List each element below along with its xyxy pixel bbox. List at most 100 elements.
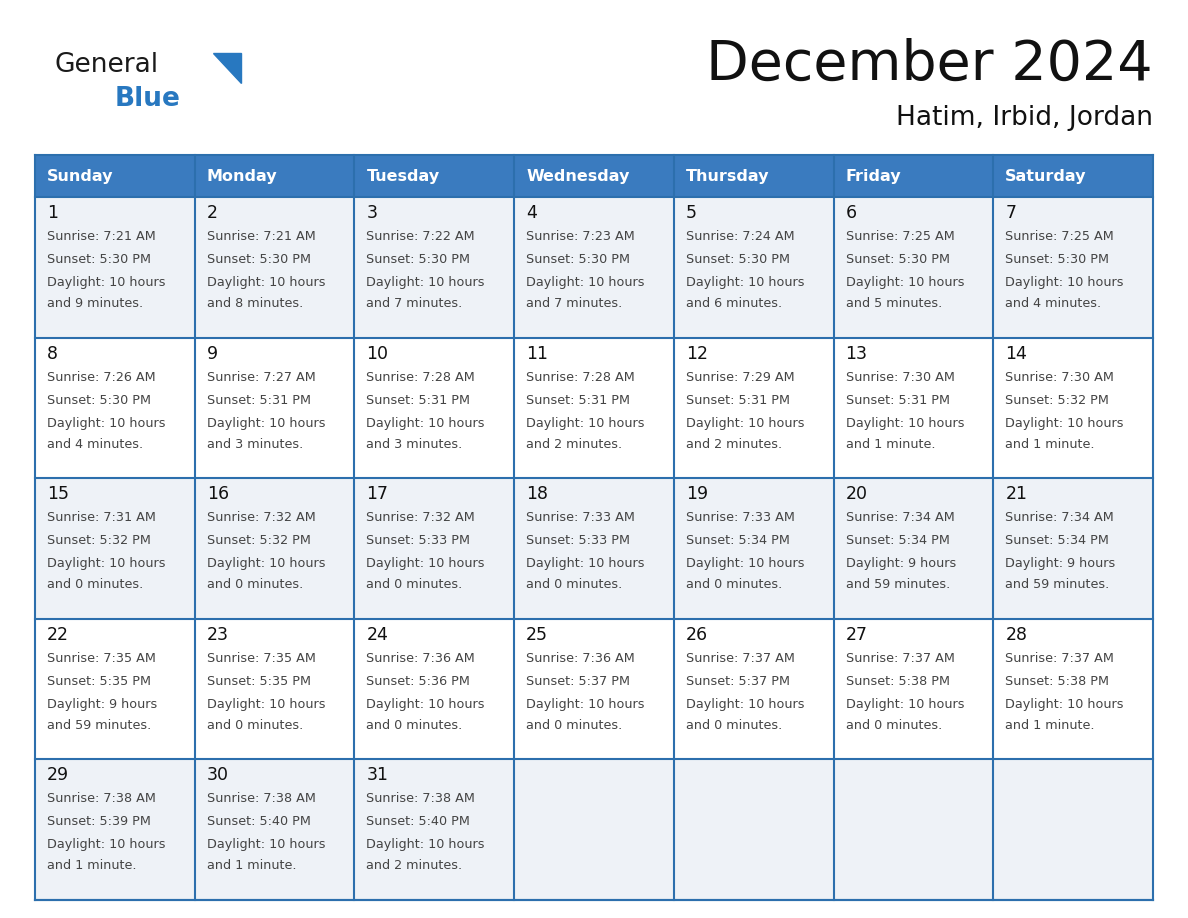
Bar (834, 478, 993, 619)
Text: Sunset: 5:30 PM: Sunset: 5:30 PM (48, 253, 151, 266)
Text: Sunset: 5:34 PM: Sunset: 5:34 PM (846, 534, 949, 547)
Text: and 0 minutes.: and 0 minutes. (48, 578, 144, 591)
Text: Sunrise: 7:30 AM: Sunrise: 7:30 AM (846, 371, 954, 384)
Text: Sunrise: 7:31 AM: Sunrise: 7:31 AM (48, 511, 156, 524)
Text: 18: 18 (526, 486, 548, 503)
Text: Sunrise: 7:27 AM: Sunrise: 7:27 AM (207, 371, 316, 384)
Text: Sunday: Sunday (48, 169, 114, 184)
Text: Daylight: 10 hours: Daylight: 10 hours (48, 838, 165, 851)
Text: Daylight: 10 hours: Daylight: 10 hours (48, 417, 165, 430)
Text: Sunset: 5:34 PM: Sunset: 5:34 PM (685, 534, 790, 547)
Text: Daylight: 9 hours: Daylight: 9 hours (846, 557, 956, 570)
Text: Daylight: 10 hours: Daylight: 10 hours (846, 417, 965, 430)
Text: 30: 30 (207, 767, 229, 784)
Bar (993, 197, 1154, 338)
Text: Sunrise: 7:28 AM: Sunrise: 7:28 AM (366, 371, 475, 384)
Bar (34, 338, 195, 478)
Text: Sunrise: 7:23 AM: Sunrise: 7:23 AM (526, 230, 634, 243)
Text: Sunset: 5:30 PM: Sunset: 5:30 PM (48, 394, 151, 407)
Text: Saturday: Saturday (1005, 169, 1087, 184)
Bar (674, 619, 834, 759)
Text: 19: 19 (685, 486, 708, 503)
Text: Sunrise: 7:35 AM: Sunrise: 7:35 AM (207, 652, 316, 665)
Text: Daylight: 10 hours: Daylight: 10 hours (48, 276, 165, 289)
Bar (514, 338, 674, 478)
Text: 8: 8 (48, 344, 58, 363)
Text: Sunrise: 7:29 AM: Sunrise: 7:29 AM (685, 371, 795, 384)
Text: Sunrise: 7:24 AM: Sunrise: 7:24 AM (685, 230, 795, 243)
Text: 28: 28 (1005, 626, 1028, 644)
Text: 26: 26 (685, 626, 708, 644)
Text: Sunset: 5:30 PM: Sunset: 5:30 PM (207, 253, 311, 266)
Text: 23: 23 (207, 626, 229, 644)
Text: Daylight: 10 hours: Daylight: 10 hours (207, 276, 326, 289)
Text: Sunrise: 7:22 AM: Sunrise: 7:22 AM (366, 230, 475, 243)
Text: and 0 minutes.: and 0 minutes. (526, 578, 623, 591)
Text: and 1 minute.: and 1 minute. (846, 438, 935, 451)
Text: Sunset: 5:33 PM: Sunset: 5:33 PM (526, 534, 630, 547)
Text: 27: 27 (846, 626, 867, 644)
Text: Sunset: 5:30 PM: Sunset: 5:30 PM (846, 253, 949, 266)
Text: and 0 minutes.: and 0 minutes. (366, 719, 462, 732)
Text: 16: 16 (207, 486, 229, 503)
Text: 25: 25 (526, 626, 548, 644)
Text: Sunset: 5:35 PM: Sunset: 5:35 PM (207, 675, 311, 688)
Text: Daylight: 10 hours: Daylight: 10 hours (207, 698, 326, 711)
Text: Daylight: 9 hours: Daylight: 9 hours (1005, 557, 1116, 570)
Text: Sunrise: 7:37 AM: Sunrise: 7:37 AM (1005, 652, 1114, 665)
Text: Sunrise: 7:30 AM: Sunrise: 7:30 AM (1005, 371, 1114, 384)
Text: Sunset: 5:37 PM: Sunset: 5:37 PM (685, 675, 790, 688)
Text: Daylight: 10 hours: Daylight: 10 hours (685, 698, 804, 711)
Text: Sunset: 5:32 PM: Sunset: 5:32 PM (48, 534, 151, 547)
Text: and 0 minutes.: and 0 minutes. (846, 719, 942, 732)
Text: Monday: Monday (207, 169, 277, 184)
Text: Sunrise: 7:32 AM: Sunrise: 7:32 AM (366, 511, 475, 524)
Text: 24: 24 (366, 626, 388, 644)
Text: Sunset: 5:31 PM: Sunset: 5:31 PM (207, 394, 311, 407)
Bar (834, 338, 993, 478)
Text: Sunrise: 7:21 AM: Sunrise: 7:21 AM (207, 230, 316, 243)
Text: 22: 22 (48, 626, 69, 644)
Text: Blue: Blue (115, 86, 181, 112)
Bar (993, 759, 1154, 900)
Text: Sunrise: 7:33 AM: Sunrise: 7:33 AM (526, 511, 636, 524)
Text: Sunrise: 7:28 AM: Sunrise: 7:28 AM (526, 371, 634, 384)
Text: 4: 4 (526, 204, 537, 222)
Text: December 2024: December 2024 (707, 38, 1154, 92)
Text: Sunset: 5:31 PM: Sunset: 5:31 PM (846, 394, 949, 407)
Bar (993, 619, 1154, 759)
Text: Sunrise: 7:38 AM: Sunrise: 7:38 AM (207, 792, 316, 805)
Text: 9: 9 (207, 344, 217, 363)
Text: Daylight: 10 hours: Daylight: 10 hours (526, 698, 645, 711)
Text: Daylight: 10 hours: Daylight: 10 hours (685, 417, 804, 430)
Text: Sunrise: 7:26 AM: Sunrise: 7:26 AM (48, 371, 156, 384)
Text: Sunset: 5:40 PM: Sunset: 5:40 PM (207, 815, 310, 828)
Text: Daylight: 10 hours: Daylight: 10 hours (207, 557, 326, 570)
Bar (195, 197, 354, 338)
Bar (674, 759, 834, 900)
Text: and 0 minutes.: and 0 minutes. (685, 578, 782, 591)
Text: 2: 2 (207, 204, 217, 222)
Text: 12: 12 (685, 344, 708, 363)
Text: 15: 15 (48, 486, 69, 503)
Bar (834, 197, 993, 338)
Text: and 5 minutes.: and 5 minutes. (846, 297, 942, 310)
Text: Daylight: 10 hours: Daylight: 10 hours (48, 557, 165, 570)
Bar (674, 197, 834, 338)
Bar (514, 619, 674, 759)
Text: Sunset: 5:30 PM: Sunset: 5:30 PM (685, 253, 790, 266)
Bar (834, 619, 993, 759)
Bar (195, 338, 354, 478)
Text: Sunrise: 7:35 AM: Sunrise: 7:35 AM (48, 652, 156, 665)
Text: 13: 13 (846, 344, 867, 363)
Text: 21: 21 (1005, 486, 1028, 503)
Text: 17: 17 (366, 486, 388, 503)
Text: 14: 14 (1005, 344, 1028, 363)
Text: Sunset: 5:30 PM: Sunset: 5:30 PM (366, 253, 470, 266)
Bar (195, 619, 354, 759)
Text: Daylight: 10 hours: Daylight: 10 hours (207, 417, 326, 430)
Text: Daylight: 10 hours: Daylight: 10 hours (366, 276, 485, 289)
Text: and 1 minute.: and 1 minute. (48, 859, 137, 872)
Text: Sunset: 5:33 PM: Sunset: 5:33 PM (366, 534, 470, 547)
Text: 1: 1 (48, 204, 58, 222)
